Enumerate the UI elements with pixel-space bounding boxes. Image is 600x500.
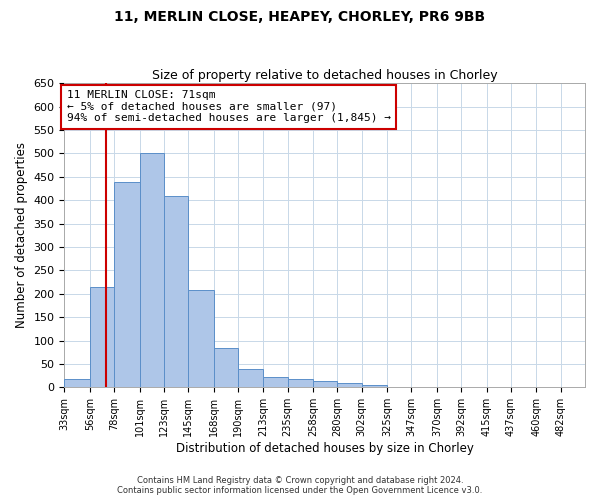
Bar	[164, 196, 188, 388]
Text: 11 MERLIN CLOSE: 71sqm
← 5% of detached houses are smaller (97)
94% of semi-deta: 11 MERLIN CLOSE: 71sqm ← 5% of detached …	[67, 90, 391, 124]
Bar	[140, 154, 164, 388]
Bar	[362, 385, 387, 388]
Bar	[188, 290, 214, 388]
Bar	[287, 379, 313, 388]
Title: Size of property relative to detached houses in Chorley: Size of property relative to detached ho…	[152, 69, 497, 82]
X-axis label: Distribution of detached houses by size in Chorley: Distribution of detached houses by size …	[176, 442, 473, 455]
Bar	[64, 379, 90, 388]
Bar	[263, 377, 287, 388]
Text: 11, MERLIN CLOSE, HEAPEY, CHORLEY, PR6 9BB: 11, MERLIN CLOSE, HEAPEY, CHORLEY, PR6 9…	[115, 10, 485, 24]
Bar	[238, 368, 263, 388]
Y-axis label: Number of detached properties: Number of detached properties	[15, 142, 28, 328]
Bar	[114, 182, 140, 388]
Bar	[337, 382, 362, 388]
Bar	[90, 286, 114, 388]
Bar	[214, 348, 238, 388]
Bar	[313, 382, 337, 388]
Text: Contains HM Land Registry data © Crown copyright and database right 2024.
Contai: Contains HM Land Registry data © Crown c…	[118, 476, 482, 495]
